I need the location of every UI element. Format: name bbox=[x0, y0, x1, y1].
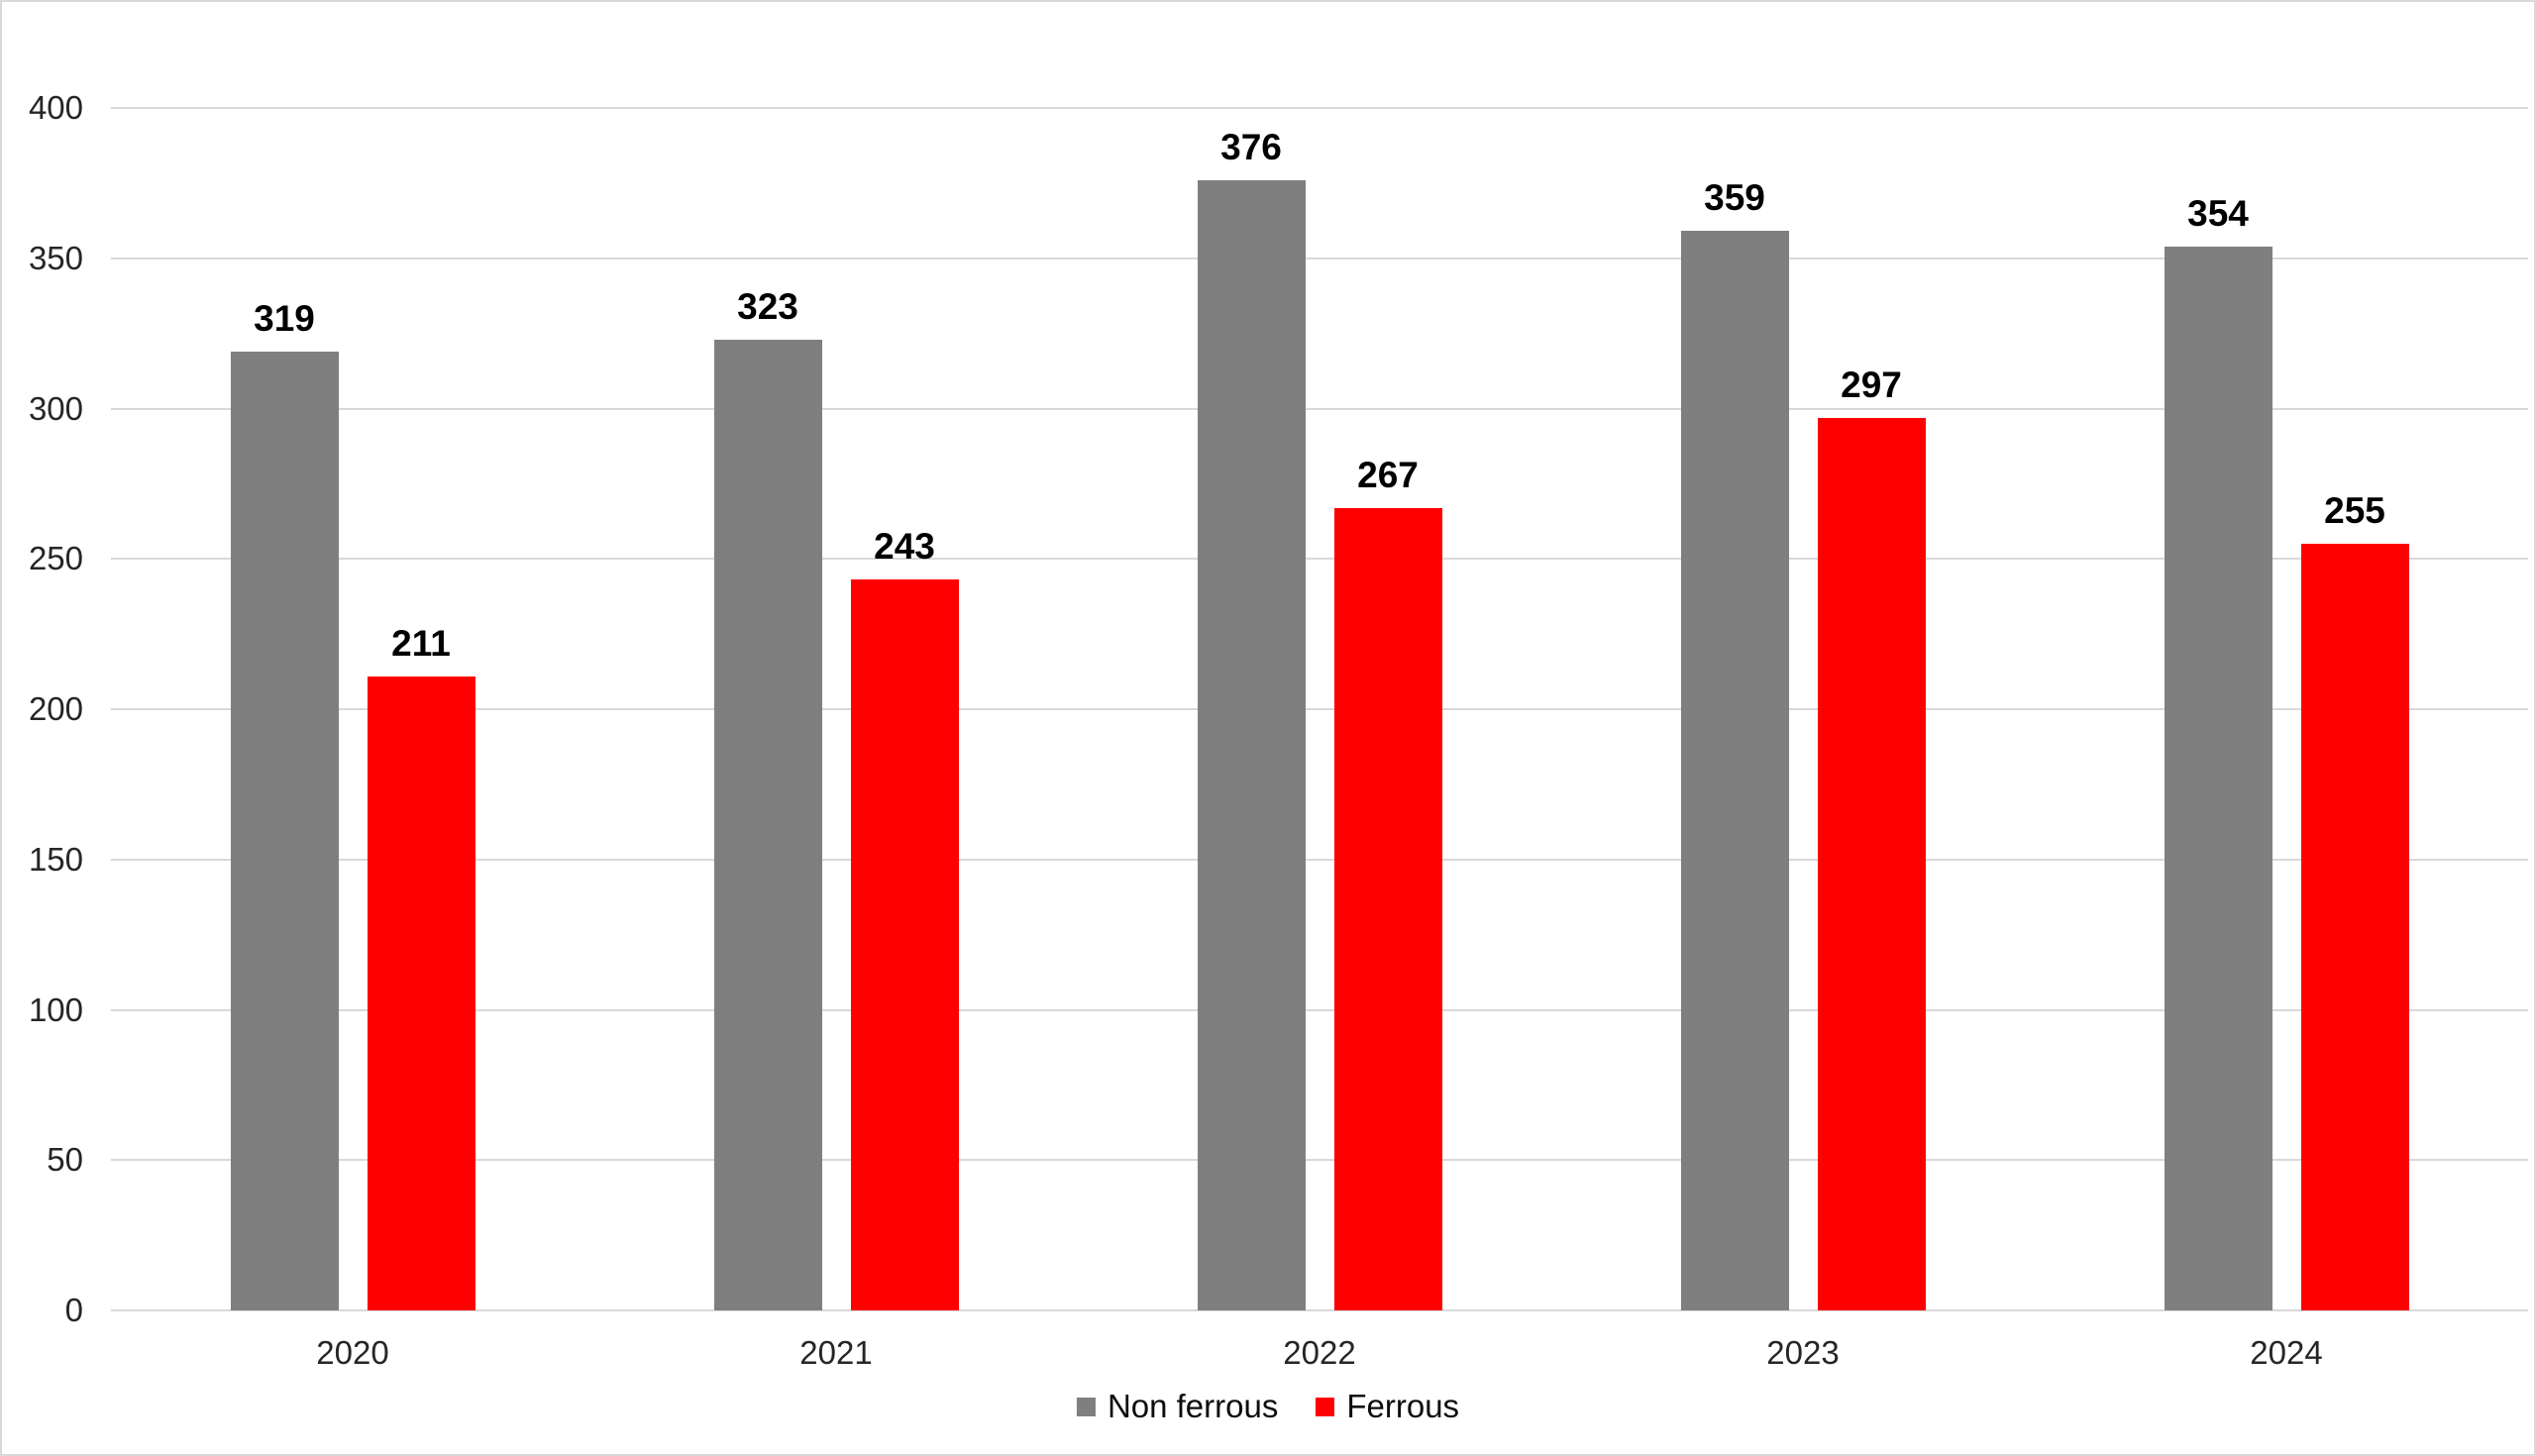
gridline-300 bbox=[111, 407, 2528, 410]
legend: Non ferrous Ferrous bbox=[1076, 1385, 1459, 1428]
category-group-2022: 376 267 bbox=[1078, 108, 1561, 1310]
bar-value-label: 297 bbox=[1841, 364, 1902, 405]
bar-value-label: 354 bbox=[2187, 193, 2249, 234]
bar-non-ferrous-2020: 319 bbox=[230, 298, 339, 1310]
y-axis-tick-label-200: 200 bbox=[28, 690, 83, 727]
category-group-2023: 359 297 bbox=[1561, 108, 2045, 1310]
x-axis-category-label-2020: 2020 bbox=[316, 1334, 389, 1371]
bar-ferrous-2022: 267 bbox=[1333, 455, 1442, 1310]
bar-non-ferrous-2022: 376 bbox=[1197, 127, 1306, 1310]
x-axis-category-label-2021: 2021 bbox=[799, 1334, 873, 1371]
x-axis-line bbox=[111, 1309, 2528, 1311]
legend-item-ferrous: Ferrous bbox=[1316, 1385, 1459, 1428]
y-axis-tick-label-50: 50 bbox=[47, 1141, 83, 1179]
bar-value-label: 243 bbox=[874, 526, 935, 567]
legend-item-non-ferrous: Non ferrous bbox=[1076, 1385, 1279, 1428]
bar-ferrous-2020: 211 bbox=[367, 623, 476, 1310]
x-axis-category-label-2023: 2023 bbox=[1766, 1334, 1840, 1371]
bar-value-label: 376 bbox=[1220, 127, 1282, 167]
y-axis-tick-label-400: 400 bbox=[28, 89, 83, 126]
legend-swatch-icon bbox=[1076, 1397, 1096, 1416]
legend-label: Ferrous bbox=[1346, 1388, 1460, 1424]
bar-ferrous-2021: 243 bbox=[850, 526, 959, 1310]
y-axis-tick-label-300: 300 bbox=[28, 389, 83, 427]
category-group-2020: 319 211 bbox=[111, 108, 594, 1310]
gridline-150 bbox=[111, 858, 2528, 861]
legend-swatch-icon bbox=[1316, 1397, 1335, 1416]
bar-value-label: 211 bbox=[391, 623, 451, 664]
gridline-350 bbox=[111, 257, 2528, 260]
x-axis-category-label-2024: 2024 bbox=[2250, 1334, 2323, 1371]
plot-area: 319 211 323 243 376 267 359 297 354 255 bbox=[111, 107, 2528, 1311]
y-axis-tick-label-350: 350 bbox=[28, 239, 83, 276]
bar-ferrous-2023: 297 bbox=[1817, 364, 1926, 1310]
y-axis-tick-label-0: 0 bbox=[64, 1292, 83, 1328]
x-axis-category-label-2022: 2022 bbox=[1283, 1334, 1356, 1371]
x-axis: 2020 2021 2022 2023 2024 bbox=[111, 1329, 2528, 1377]
bar-value-label: 267 bbox=[1357, 455, 1419, 495]
gridline-50 bbox=[111, 1159, 2528, 1162]
legend-label: Non ferrous bbox=[1107, 1388, 1279, 1424]
gridline-200 bbox=[111, 708, 2528, 710]
y-axis-tick-label-250: 250 bbox=[28, 540, 83, 577]
bar-value-label: 255 bbox=[2324, 490, 2385, 531]
bar-ferrous-2024: 255 bbox=[2300, 490, 2409, 1310]
gridline-400 bbox=[111, 107, 2528, 109]
gridline-100 bbox=[111, 1008, 2528, 1011]
bar-value-label: 319 bbox=[254, 298, 315, 339]
category-group-2021: 323 243 bbox=[594, 108, 1078, 1310]
category-group-2024: 354 255 bbox=[2045, 108, 2528, 1310]
gridline-250 bbox=[111, 558, 2528, 561]
y-axis-tick-label-100: 100 bbox=[28, 990, 83, 1028]
bar-value-label: 323 bbox=[737, 286, 798, 327]
bar-value-label: 359 bbox=[1704, 177, 1765, 218]
y-axis-tick-label-150: 150 bbox=[28, 840, 83, 878]
bar-non-ferrous-2021: 323 bbox=[713, 286, 822, 1310]
bar-non-ferrous-2023: 359 bbox=[1680, 177, 1789, 1310]
bar-non-ferrous-2024: 354 bbox=[2164, 193, 2272, 1310]
